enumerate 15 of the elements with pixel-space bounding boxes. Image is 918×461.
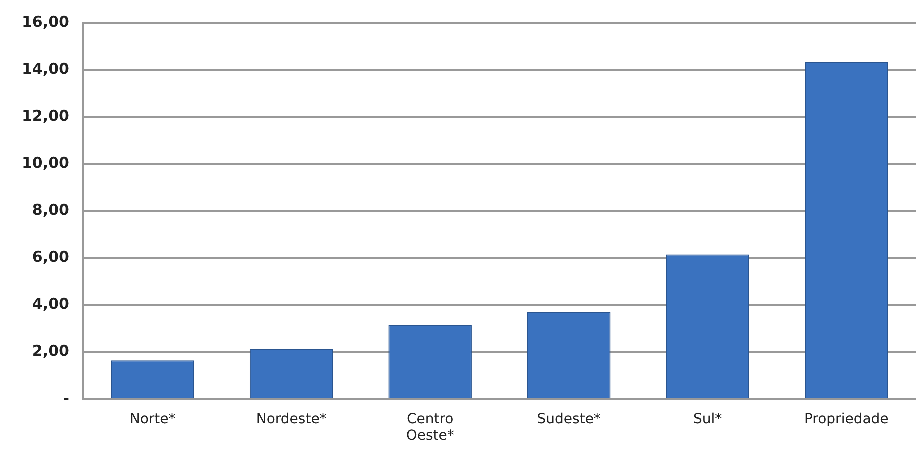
x-tick-label: Centro Oeste*	[406, 411, 454, 444]
y-tick-label: -	[63, 389, 70, 408]
y-tick-label: 10,00	[22, 154, 70, 172]
x-tick-label: Propriedade	[804, 411, 889, 428]
x-tick-label: Sudeste*	[537, 411, 601, 428]
y-tick-label: 4,00	[32, 295, 70, 314]
y-tick-label: 12,00	[22, 106, 70, 125]
y-tick-label: 6,00	[32, 248, 70, 266]
x-tick-label: Nordeste*	[256, 411, 327, 428]
y-tick-label: 14,00	[22, 60, 70, 78]
x-tick-label: Norte*	[130, 411, 176, 428]
y-tick-label: 2,00	[32, 342, 70, 360]
x-tick-label: Sul*	[694, 411, 722, 428]
y-tick-label: 8,00	[32, 201, 70, 220]
y-tick-label: 16,00	[22, 12, 70, 31]
